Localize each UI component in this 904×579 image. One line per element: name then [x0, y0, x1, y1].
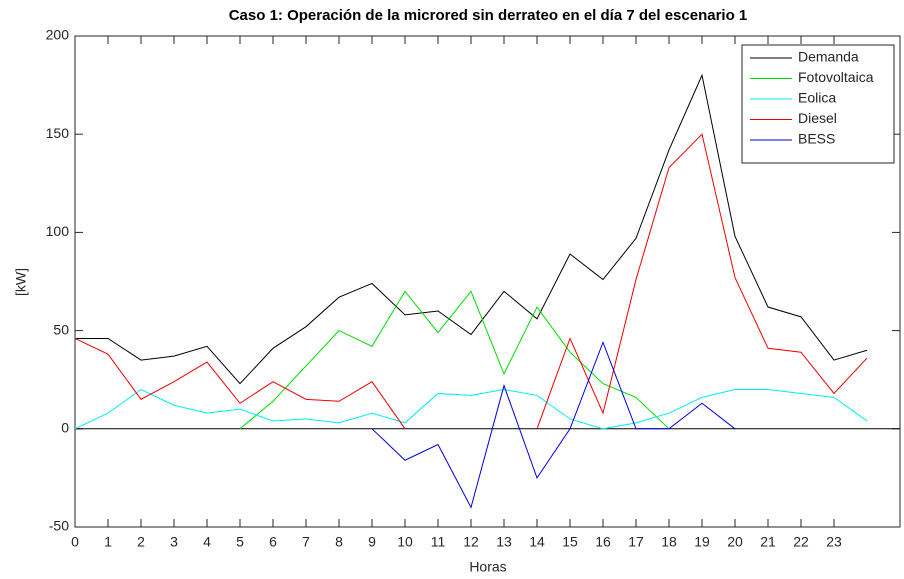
x-tick-label: 20: [727, 534, 743, 550]
x-tick-label: 21: [760, 534, 776, 550]
y-axis-label: [kW]: [13, 268, 29, 296]
x-tick-label: 9: [368, 534, 376, 550]
legend-box: [741, 44, 895, 164]
y-tick-label: -50: [49, 518, 69, 534]
series-line: [239, 290, 670, 430]
x-tick-label: 10: [397, 534, 413, 550]
plot-frame: [74, 35, 901, 528]
y-tick-label: 100: [46, 223, 70, 239]
x-axis-label: Horas: [469, 559, 506, 575]
series-line: [371, 340, 736, 509]
x-tick-label: 1: [104, 534, 112, 550]
y-tick-label: 150: [46, 125, 70, 141]
x-tick-label: 19: [694, 534, 710, 550]
x-tick-label: 8: [335, 534, 343, 550]
legend-label: Eolica: [798, 90, 836, 106]
x-tick-label: 0: [71, 534, 79, 550]
legend-label: Demanda: [798, 49, 859, 65]
y-tick-label: 50: [53, 321, 69, 337]
x-tick-label: 13: [496, 534, 512, 550]
x-tick-label: 5: [236, 534, 244, 550]
legend-label: Fotovoltaica: [798, 69, 874, 85]
x-tick-label: 3: [170, 534, 178, 550]
x-tick-label: 18: [661, 534, 677, 550]
series-line: [74, 133, 868, 430]
x-tick-label: 14: [529, 534, 545, 550]
x-tick-label: 7: [302, 534, 310, 550]
chart-title: Caso 1: Operación de la microred sin der…: [229, 7, 748, 24]
series-line: [74, 388, 868, 430]
x-tick-label: 11: [431, 534, 446, 550]
y-tick-label: 200: [46, 27, 70, 43]
x-tick-label: 16: [595, 534, 611, 550]
y-tick-label: 0: [61, 420, 69, 436]
legend-label: BESS: [798, 131, 835, 147]
x-tick-label: 2: [137, 534, 145, 550]
x-tick-label: 22: [793, 534, 809, 550]
x-tick-label: 23: [826, 534, 842, 550]
x-tick-label: 12: [463, 534, 479, 550]
x-tick-label: 4: [203, 534, 211, 550]
x-tick-label: 17: [628, 534, 644, 550]
x-tick-label: 15: [562, 534, 578, 550]
series-line: [75, 73, 868, 385]
legend-label: Diesel: [798, 110, 837, 126]
x-tick-label: 6: [269, 534, 277, 550]
